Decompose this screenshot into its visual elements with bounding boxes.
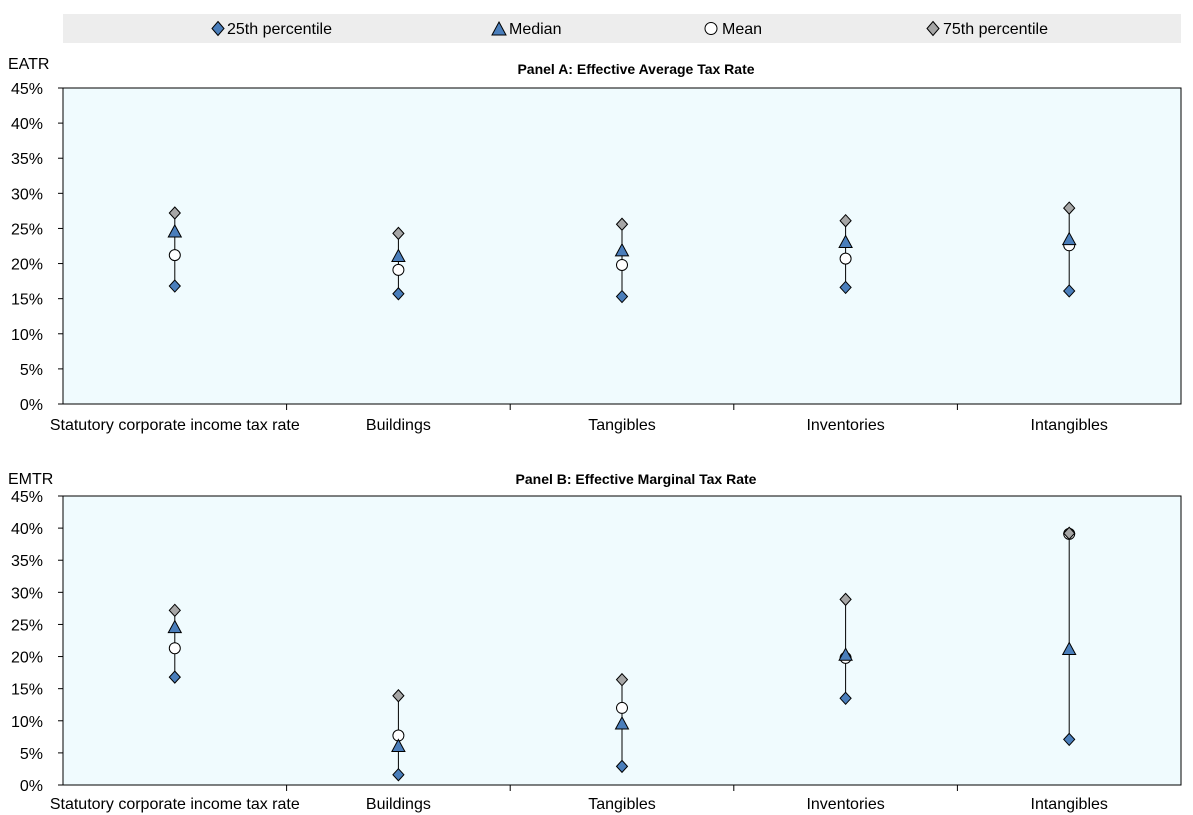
y-axis-unit-label: EMTR: [8, 471, 53, 488]
mean-point: [169, 643, 180, 654]
y-tick-label: 5%: [20, 746, 43, 763]
y-tick-label: 30%: [11, 585, 43, 602]
x-category-label: Statutory corporate income tax rate: [50, 796, 300, 813]
y-tick-label: 25%: [11, 617, 43, 634]
legend: 25th percentile Median Mean 75th percent…: [63, 14, 1181, 43]
legend-label: 75th percentile: [943, 21, 1048, 38]
circle-marker-icon: [705, 23, 717, 35]
y-tick-label: 25%: [11, 221, 43, 238]
x-category-label: Intangibles: [1031, 417, 1108, 434]
mean-point: [617, 702, 628, 713]
y-tick-label: 40%: [11, 116, 43, 133]
y-tick-label: 5%: [20, 362, 43, 379]
y-tick-label: 10%: [11, 327, 43, 344]
x-axis: Statutory corporate income tax rate Build…: [50, 785, 1108, 813]
y-tick-label: 15%: [11, 292, 43, 309]
panel-b: EMTR Panel B: Effective Marginal Tax Rat…: [8, 471, 1181, 813]
legend-item-25th-percentile: 25th percentile: [212, 21, 332, 38]
x-category-label: Inventories: [806, 417, 884, 434]
panel-title: Panel B: Effective Marginal Tax Rate: [516, 471, 757, 487]
y-axis-unit-label: EATR: [8, 56, 49, 73]
x-axis: Statutory corporate income tax rate Build…: [50, 404, 1108, 434]
y-tick-label: 45%: [11, 489, 43, 506]
y-tick-label: 30%: [11, 186, 43, 203]
mean-point: [840, 253, 851, 264]
panel-title: Panel A: Effective Average Tax Rate: [517, 61, 754, 77]
y-tick-label: 45%: [11, 81, 43, 98]
x-category-label: Inventories: [806, 796, 884, 813]
mean-point: [617, 259, 628, 270]
y-tick-label: 35%: [11, 151, 43, 168]
x-category-label: Tangibles: [588, 796, 656, 813]
y-tick-label: 15%: [11, 682, 43, 699]
y-tick-label: 0%: [20, 778, 43, 795]
legend-label: Mean: [722, 21, 762, 38]
legend-item-75th-percentile: 75th percentile: [927, 21, 1048, 38]
panel-a: EATR Panel A: Effective Average Tax Rate…: [8, 56, 1181, 434]
x-category-label: Buildings: [366, 796, 431, 813]
y-axis: 0% 5% 10% 15% 20% 25% 30% 35% 40% 45%: [11, 489, 63, 795]
mean-point: [393, 264, 404, 275]
y-tick-label: 40%: [11, 521, 43, 538]
y-axis: 0% 5% 10% 15% 20% 25% 30% 35% 40% 45%: [11, 81, 63, 414]
x-category-label: Buildings: [366, 417, 431, 434]
y-tick-label: 0%: [20, 397, 43, 414]
y-tick-label: 35%: [11, 553, 43, 570]
y-tick-label: 20%: [11, 650, 43, 667]
y-tick-label: 20%: [11, 257, 43, 274]
y-tick-label: 10%: [11, 714, 43, 731]
x-category-label: Intangibles: [1031, 796, 1108, 813]
legend-label: 25th percentile: [227, 21, 332, 38]
x-category-label: Statutory corporate income tax rate: [50, 417, 300, 434]
legend-label: Median: [509, 21, 561, 38]
x-category-label: Tangibles: [588, 417, 656, 434]
mean-point: [169, 250, 180, 261]
